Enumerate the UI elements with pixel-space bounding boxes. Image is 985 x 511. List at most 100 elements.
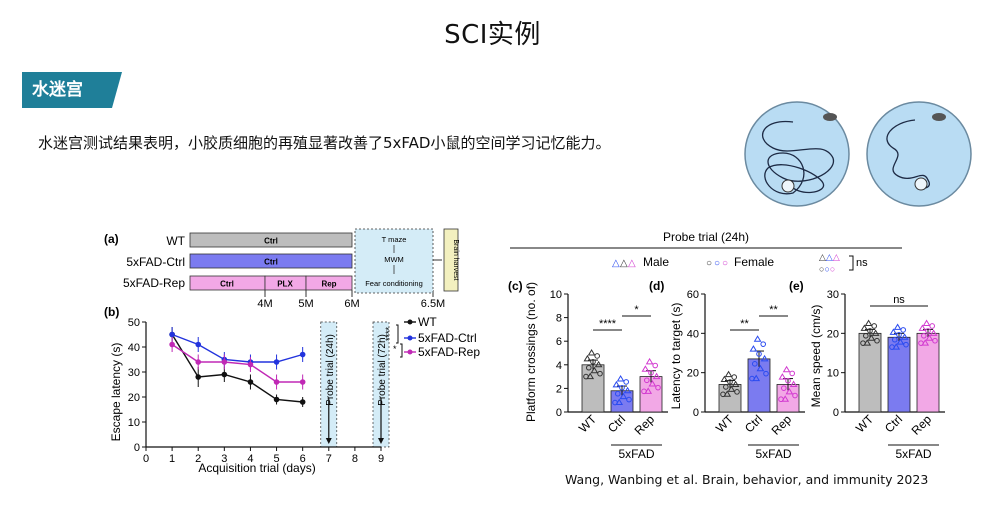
bar-point [586,364,592,371]
bar-point [760,354,769,362]
mouse-icon [932,113,946,121]
bar-point [648,370,654,376]
time-5m: 5M [298,298,313,310]
bar-point [724,370,733,378]
bar-point [863,339,872,346]
b-legend-marker [407,335,413,341]
bar-point [655,384,661,391]
bar-y-tick-label: 60 [687,289,699,301]
bar-point [925,334,934,341]
panel-label-e: (e) [789,279,804,293]
bar-y-tick-label: 0 [693,407,699,419]
b-data-point [195,359,202,365]
rep-ctrl-text: Ctrl [220,280,234,289]
time-6-5m: 6.5M [421,298,445,310]
legend-sex-circles: ○○○ [819,264,835,274]
test-mwm: MWM [384,255,404,264]
latency-to-target-chart: (d) Latency to target (s) 0 20 40 60 WT Ctrl R… [649,279,805,461]
e-ylabel: Mean speed (cm/s) [809,305,823,408]
probe-header: Probe trial (24h) [663,230,749,244]
bar-point [644,377,650,384]
panel-label-d: (d) [649,279,664,293]
bar-point [781,395,790,402]
bar-y-tick-label: 4 [556,360,562,372]
bar-point [778,373,787,380]
rep-bar [305,275,353,291]
group-rep-label: 5xFAD-Rep [123,276,185,290]
bar-point [623,379,630,385]
sig-label: * [634,304,639,316]
bar-point [900,327,907,333]
b-x-tick-label: 5 [273,453,279,465]
bar-point [652,372,661,380]
b-y-tick-label: 30 [128,367,140,379]
bar-y-tick-label: 10 [827,368,839,380]
bar-point [641,365,650,372]
sig-label: ** [769,304,778,316]
bar-point [752,361,758,367]
bar-point [615,398,624,406]
fad-ctrl-text: Ctrl [264,258,278,267]
b-y-tick-label: 40 [128,342,140,354]
wt-ctrl-bar [189,232,353,248]
b-x-tick-label: 9 [378,453,384,465]
bar-point [720,375,729,383]
b-x-tick-label: 2 [195,453,201,465]
platform-crossings-chart: (c) Platform crossings (no. of) 0 2 4 6 8 10 W… [508,279,668,461]
b-data-point [299,379,306,385]
bar-y-tick-label: 20 [827,328,839,340]
b-significance: **** [384,327,394,342]
b-data-point [247,379,254,385]
description: 水迷宫测试结果表明，小胶质细胞的再殖显著改善了5xFAD小鼠的空间学习记忆能力。 [38,134,611,152]
bar-point [781,385,787,391]
b-y-tick-label: 50 [128,317,140,329]
b-data-point [273,396,280,403]
plx-text: PLX [277,280,293,289]
bar-point [619,385,625,391]
bar-y-tick-label: 6 [556,336,562,348]
bar-point [889,328,898,335]
bar-category-label: Rep [909,412,935,438]
maze-illustrations [744,101,972,207]
harvest-box [443,228,459,292]
b-x-tick-label: 6 [300,453,306,465]
b-x-tick-label: 8 [352,453,358,465]
panel-label-c: (c) [508,279,523,293]
bar-point [731,374,738,380]
b-x-tick-label: 0 [143,453,149,465]
b-data-point [221,371,228,378]
bar-y-tick-label: 20 [687,368,699,380]
bar-point [929,329,938,336]
b-series-line [171,333,303,363]
group-label: 5xFAD [618,447,654,461]
b-series-line [171,343,303,383]
bar-point [863,332,869,339]
group-label: 5xFAD [755,447,791,461]
bar-point [731,380,740,387]
bar-point [900,333,909,340]
bar-point [932,337,938,344]
bar-point [925,328,931,334]
b-data-point [247,361,254,368]
bar-category-label: Rep [769,412,795,438]
b-legend-label: WT [418,315,437,329]
bar-point [648,380,657,387]
bar-point [785,377,791,384]
time-6m: 6M [344,298,359,310]
b-y-tick-label: 0 [134,442,140,454]
bar-point [893,323,902,330]
maze-trajectory-icon [866,101,972,207]
bar [747,358,771,413]
wt-ctrl-text: Ctrl [264,237,278,246]
bar-point [874,337,880,344]
female-circle-icon: ○ [722,258,728,269]
bar-category-label: Rep [632,412,658,438]
bar-point [929,323,936,329]
bar-point [583,354,592,362]
schematic-panel: (a) WT 5xFAD-Ctrl 5xFAD-Rep Ctrl Ctrl Ct… [104,228,459,310]
b-series-line [171,334,303,403]
bar-point [752,374,761,382]
bar-point [590,359,596,365]
bar-point [867,328,873,334]
